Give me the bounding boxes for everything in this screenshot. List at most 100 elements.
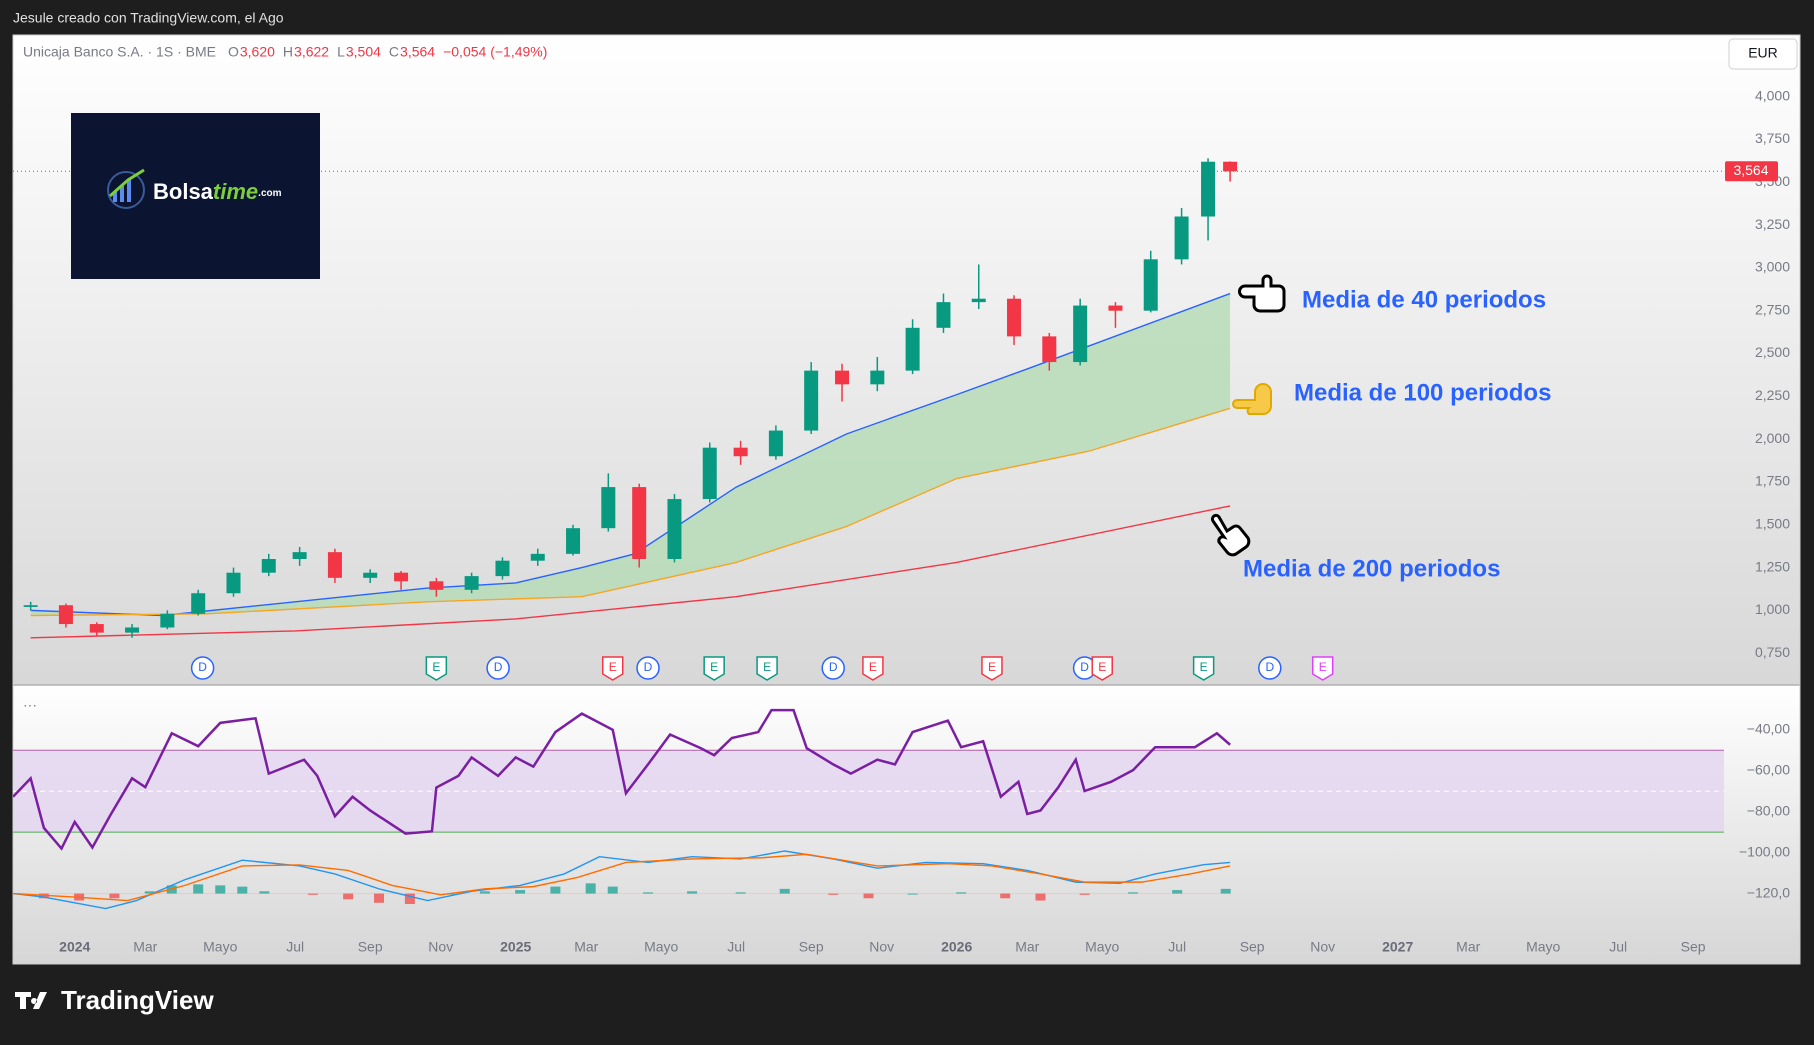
x-tick-label: Nov	[1310, 939, 1335, 955]
histogram-bar	[215, 885, 226, 894]
candle-body	[495, 560, 510, 577]
header-text: 3,622	[294, 44, 329, 60]
hand-icon	[1232, 383, 1272, 415]
x-tick-label: Nov	[428, 939, 453, 955]
x-tick-label: Mar	[1015, 939, 1039, 955]
histogram-bar	[193, 884, 204, 894]
histogram-bar	[1035, 893, 1046, 901]
signal-line	[13, 853, 1231, 902]
candle-body	[1073, 305, 1088, 363]
x-tick-label: Mayo	[1526, 939, 1560, 955]
event-badge	[1091, 656, 1113, 681]
candle-body	[936, 302, 951, 328]
candle-body	[601, 487, 616, 529]
event-badge	[601, 656, 624, 681]
x-tick-label: Mar	[133, 939, 157, 955]
histogram-bar	[1220, 888, 1231, 894]
x-tick-label: Jul	[1168, 939, 1186, 955]
x-tick-label: 2026	[941, 939, 972, 955]
y-tick-label: 2,000	[1755, 430, 1790, 446]
brand-name: TradingView	[61, 985, 214, 1015]
x-tick-label: Jul	[286, 939, 304, 955]
histogram-bar	[828, 893, 839, 895]
x-tick-label: Sep	[1681, 939, 1706, 955]
header-text: O	[228, 44, 239, 60]
y-tick-label: −120,0	[1747, 884, 1790, 900]
annotation: Media de 200 periodos	[1243, 555, 1500, 582]
histogram-bar	[515, 890, 526, 894]
candle-body	[566, 528, 581, 554]
histogram-bar	[735, 892, 746, 894]
histogram-bar	[404, 893, 415, 905]
pane-menu[interactable]: ···	[23, 697, 37, 713]
candle-body	[1143, 259, 1158, 311]
brand	[15, 992, 47, 1009]
histogram-bar	[1128, 892, 1139, 894]
event-label: D	[1080, 660, 1089, 674]
event-badge	[1258, 656, 1282, 680]
y-tick-label: 2,500	[1755, 344, 1790, 360]
candle-body	[394, 572, 409, 582]
header-text: C	[389, 44, 399, 60]
x-tick-label: 2024	[59, 939, 90, 955]
candle-body	[363, 572, 378, 578]
candle-body	[870, 370, 885, 385]
candle-body	[1007, 298, 1022, 337]
event-badge	[486, 656, 510, 680]
candle-body	[226, 572, 241, 594]
candle-body	[327, 552, 342, 578]
y-tick-label: 1,000	[1755, 601, 1790, 617]
candle-body	[191, 593, 206, 614]
y-tick-label: 4,000	[1755, 87, 1790, 103]
histogram-bar	[907, 893, 918, 895]
event-label: D	[198, 660, 207, 674]
event-label: E	[763, 660, 771, 674]
x-tick-label: Sep	[1240, 939, 1265, 955]
x-tick-label: Mar	[574, 939, 598, 955]
y-tick-label: 0,750	[1755, 644, 1790, 660]
annotation: Media de 40 periodos	[1302, 286, 1546, 313]
event-badge	[636, 656, 660, 680]
y-tick-label: 2,750	[1755, 301, 1790, 317]
y-tick-label: 3,000	[1755, 259, 1790, 275]
event-label: E	[1098, 660, 1106, 674]
histogram-bar	[343, 893, 354, 900]
logo-box	[71, 113, 320, 279]
hand-icon	[1238, 274, 1286, 313]
event-label: D	[494, 660, 503, 674]
candle-body	[58, 605, 73, 625]
last-price-box	[1725, 161, 1778, 182]
candle-body	[1108, 305, 1123, 311]
candle-body	[160, 613, 175, 628]
header-text: Unicaja Banco S.A. · 1S · BME	[23, 44, 216, 60]
header-text: −0,054 (−1,49%)	[443, 44, 547, 60]
header-text: L	[337, 44, 345, 60]
moving-average	[30, 292, 1231, 617]
x-tick-label: Mayo	[203, 939, 237, 955]
histogram-bar	[956, 892, 967, 894]
candle-body	[835, 370, 850, 385]
x-tick-label: 2025	[500, 939, 531, 955]
histogram-bar	[237, 886, 248, 894]
candle-body	[292, 552, 307, 559]
currency-button[interactable]	[1728, 38, 1798, 70]
y-tick-label: −100,00	[1739, 843, 1790, 859]
currency-label: EUR	[1748, 45, 1778, 61]
logo-part: .com	[258, 188, 281, 199]
event-label: E	[1200, 660, 1208, 674]
candle-body	[702, 447, 717, 500]
x-tick-label: Mar	[1456, 939, 1480, 955]
header-text: 3,504	[346, 44, 381, 60]
event-badge	[425, 656, 448, 681]
x-tick-label: Jul	[727, 939, 745, 955]
x-tick-label: Mayo	[644, 939, 678, 955]
event-label: E	[1319, 660, 1327, 674]
candle-body	[667, 499, 682, 559]
candle-body	[1042, 336, 1057, 363]
event-badge	[1192, 656, 1215, 681]
histogram-bar	[550, 886, 561, 894]
y-tick-label: 1,750	[1755, 473, 1790, 489]
